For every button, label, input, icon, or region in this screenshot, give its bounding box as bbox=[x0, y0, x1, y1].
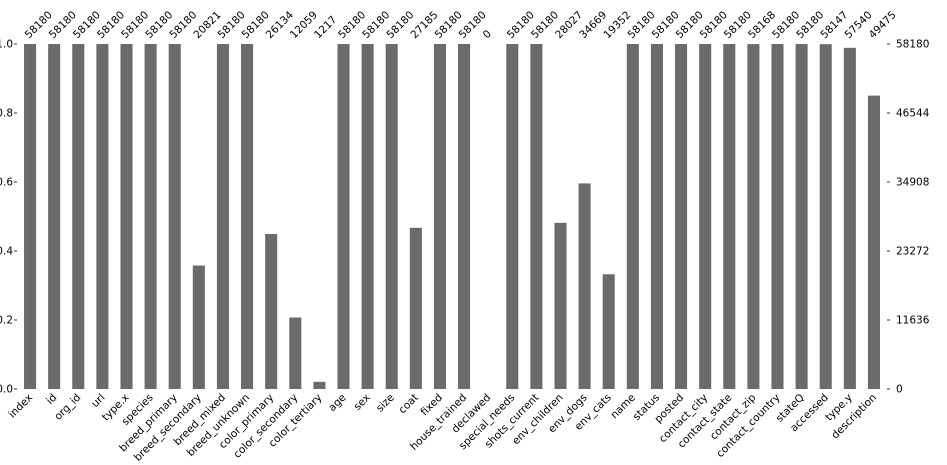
bar-coat bbox=[409, 227, 422, 389]
left-tick-label: 0.0 bbox=[0, 384, 13, 396]
bar-contact_state bbox=[723, 44, 736, 389]
bar-id bbox=[48, 44, 61, 389]
right-tick-label: 58180 bbox=[896, 39, 929, 51]
bar-color_primary bbox=[265, 234, 278, 389]
bar-url bbox=[96, 44, 109, 389]
left-axis: 0.0 0.2 0.4 0.6 0.8 1.0 bbox=[0, 39, 17, 396]
bar-fixed bbox=[433, 44, 446, 389]
bar-breed_unknown bbox=[241, 44, 254, 389]
category-label: id bbox=[44, 392, 59, 407]
bar-posted bbox=[675, 44, 688, 389]
count-labels: 5818058180581805818058180581805818020821… bbox=[23, 9, 899, 41]
bar-description bbox=[867, 95, 880, 390]
bar-color_secondary bbox=[289, 317, 302, 389]
count-label: 49475 bbox=[867, 9, 899, 41]
bar-species bbox=[144, 44, 157, 389]
left-tick-label: 0.2 bbox=[0, 315, 13, 327]
bar-size bbox=[385, 44, 398, 389]
bars bbox=[24, 44, 880, 390]
bar-stateQ bbox=[795, 44, 808, 389]
bar-special_needs bbox=[506, 44, 519, 389]
category-label: size bbox=[374, 392, 397, 415]
bar-house_trained bbox=[458, 44, 471, 389]
category-label: index bbox=[6, 392, 35, 421]
bar-name bbox=[626, 44, 639, 389]
bar-sex bbox=[361, 44, 374, 389]
bar-breed_primary bbox=[168, 44, 181, 389]
bar-accessed bbox=[819, 44, 832, 389]
category-label: url bbox=[89, 392, 107, 410]
right-tick-label: 34908 bbox=[896, 177, 929, 189]
bar-status bbox=[650, 44, 663, 389]
bar-type.y bbox=[843, 47, 856, 390]
left-tick-label: 0.4 bbox=[0, 246, 13, 258]
category-label: sex bbox=[352, 392, 373, 413]
left-tick-label: 0.8 bbox=[0, 108, 13, 120]
category-label: age bbox=[326, 392, 348, 414]
bar-index bbox=[24, 44, 37, 389]
right-tick-label: 0 bbox=[896, 384, 903, 396]
bar-contact_country bbox=[771, 44, 784, 389]
left-tick-label: 1.0 bbox=[0, 39, 13, 51]
bar-age bbox=[337, 44, 350, 389]
right-tick-label: 11636 bbox=[896, 315, 930, 327]
bar-contact_zip bbox=[747, 44, 760, 389]
right-tick-label: 23272 bbox=[896, 246, 929, 258]
category-label: coat bbox=[396, 392, 421, 417]
count-label: 0 bbox=[481, 28, 494, 41]
bar-type.x bbox=[120, 44, 133, 389]
bar-color_tertiary bbox=[313, 381, 326, 389]
category-label: org_id bbox=[52, 392, 83, 423]
right-axis: 0 11636 23272 34908 46544 58180 bbox=[887, 39, 930, 396]
bar-org_id bbox=[72, 44, 85, 389]
bar-env_children bbox=[554, 222, 567, 389]
right-tick-label: 46544 bbox=[896, 108, 930, 120]
bar-contact_city bbox=[699, 44, 712, 389]
bar-env_dogs bbox=[578, 183, 591, 389]
bar-env_cats bbox=[602, 274, 615, 389]
bar-breed_secondary bbox=[192, 265, 205, 389]
bar-breed_mixed bbox=[216, 44, 229, 389]
left-tick-label: 0.6 bbox=[0, 177, 13, 189]
bar-shots_current bbox=[530, 44, 543, 389]
